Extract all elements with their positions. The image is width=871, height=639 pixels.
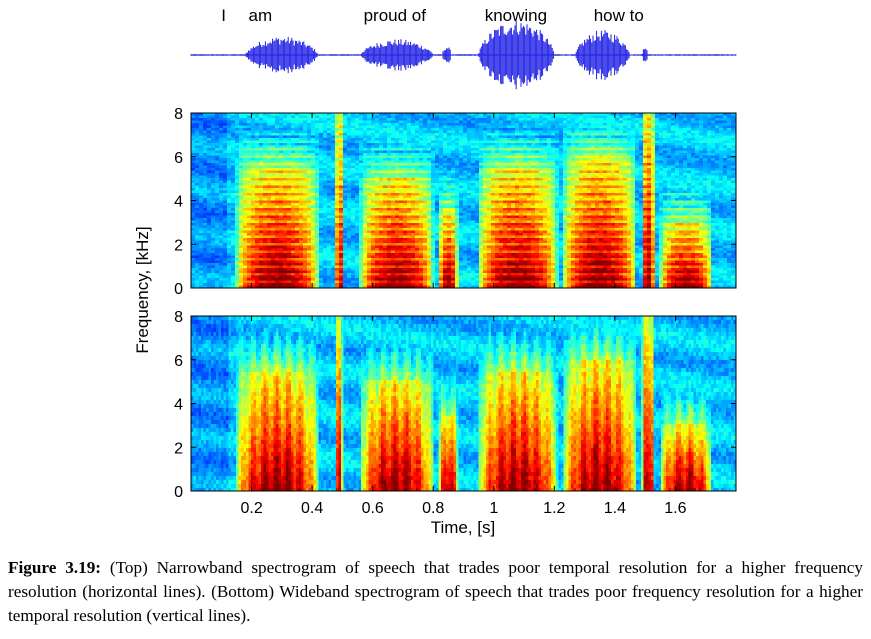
wideband-spectrogram: 0 2 4 6 8 0.2 0.4 0.6 0.8 1 1.2 1.4 1.6 — [174, 309, 737, 517]
x-tick-label: 0.6 — [362, 500, 384, 517]
x-axis-label: Time, [s] — [431, 518, 496, 537]
y-tick-label: 6 — [174, 150, 183, 167]
x-tick-label: 1 — [489, 500, 498, 517]
caption-text: (Top) Narrowband spectrogram of speech t… — [8, 558, 864, 625]
word-label: I — [221, 6, 226, 25]
y-tick-label: 4 — [174, 397, 183, 414]
word-label: am — [249, 6, 273, 25]
x-tick-label: 1.2 — [543, 500, 565, 517]
x-tick-label: 1.4 — [604, 500, 626, 517]
word-label: proud of — [364, 6, 427, 25]
x-tick-label: 0.2 — [240, 500, 262, 517]
y-tick-label: 8 — [174, 309, 183, 326]
x-tick-label: 0.4 — [301, 500, 323, 517]
word-label: how to — [594, 6, 644, 25]
waveform-trace — [190, 20, 737, 90]
y-tick-label: 2 — [174, 440, 183, 457]
figure-caption: Figure 3.19: (Top) Narrowband spectrogra… — [8, 556, 863, 628]
y-tick-label: 6 — [174, 353, 183, 370]
y-tick-label: 0 — [174, 281, 183, 298]
y-tick-label: 2 — [174, 237, 183, 254]
word-label: knowing — [485, 6, 547, 25]
y-tick-label: 8 — [174, 106, 183, 123]
y-tick-label: 0 — [174, 484, 183, 501]
narrowband-spectrogram: 0 2 4 6 8 — [174, 106, 737, 298]
caption-label: Figure 3.19: — [8, 558, 102, 577]
x-tick-label: 0.8 — [422, 500, 444, 517]
x-tick-label: 1.6 — [664, 500, 686, 517]
y-tick-label: 4 — [174, 194, 183, 211]
y-axis-label: Frequency, [kHz] — [133, 226, 152, 353]
speech-waveform — [190, 20, 737, 90]
